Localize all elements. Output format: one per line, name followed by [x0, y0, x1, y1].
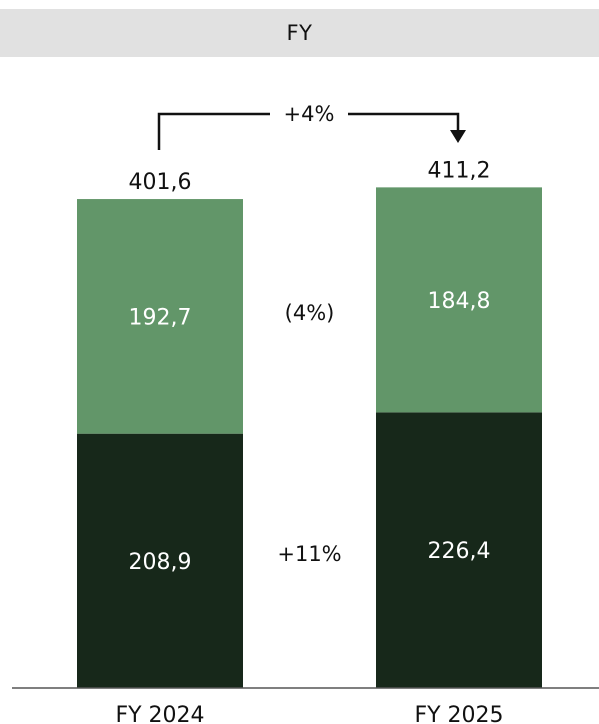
chart-title: FY: [286, 21, 313, 45]
x-tick-label: FY 2025: [414, 703, 503, 724]
total-value-label: 401,6: [129, 170, 192, 195]
chart-header: FY: [0, 9, 599, 57]
growth-connector-right: [348, 112, 460, 132]
total-change-label: +4%: [284, 102, 335, 126]
segment-value-label: 226,4: [428, 539, 491, 564]
bar-segment-upper: [77, 199, 243, 434]
lower-segment-change-label: +11%: [277, 542, 341, 566]
bar-segment-lower: [376, 412, 542, 688]
bar-segment-upper: [376, 187, 542, 413]
segment-value-label: 192,7: [129, 305, 192, 330]
upper-segment-change-label: (4%): [285, 301, 335, 325]
arrowhead-icon: [450, 130, 466, 143]
segment-value-label: 184,8: [428, 289, 491, 314]
growth-connector-left: [157, 112, 270, 150]
bar-segment-lower: [77, 433, 243, 688]
total-value-label: 411,2: [428, 158, 491, 183]
x-tick-label: FY 2024: [115, 703, 204, 724]
segment-value-label: 208,9: [129, 550, 192, 575]
